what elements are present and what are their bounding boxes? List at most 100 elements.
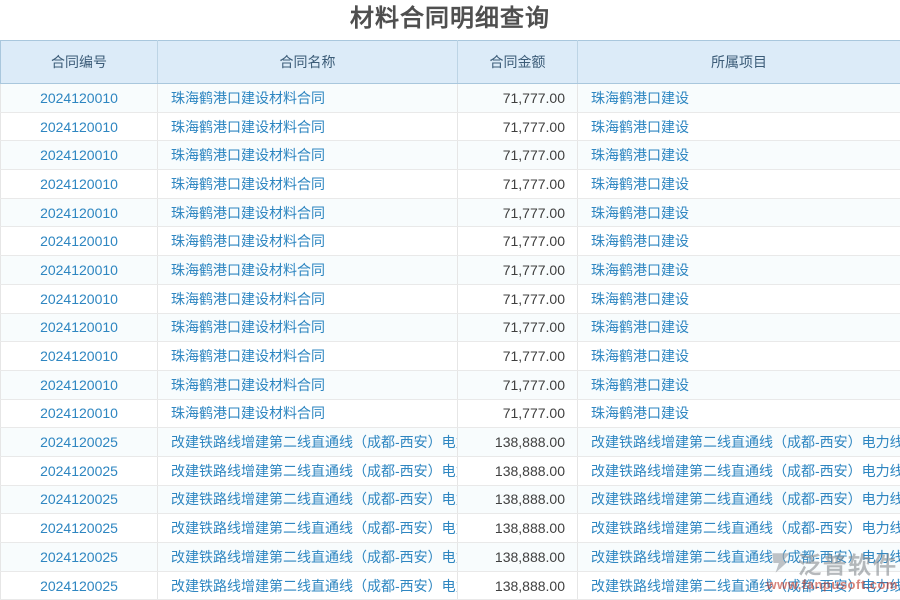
- contract-amount-cell: 71,777.00: [457, 313, 578, 343]
- project-link[interactable]: 珠海鹤港口建设: [591, 319, 689, 336]
- contract-name-link[interactable]: 改建铁路线增建第二线直通线（成都-西安）电力线: [171, 491, 458, 508]
- contract-amount-cell: 71,777.00: [457, 399, 578, 429]
- project-link[interactable]: 珠海鹤港口建设: [591, 147, 689, 164]
- contract-id-cell: 2024120010: [0, 112, 158, 142]
- contract-name-link[interactable]: 珠海鹤港口建设材料合同: [171, 376, 325, 393]
- project-cell: 珠海鹤港口建设: [577, 399, 900, 429]
- contract-name-cell: 改建铁路线增建第二线直通线（成都-西安）电力线: [157, 456, 458, 486]
- contract-name-cell: 珠海鹤港口建设材料合同: [157, 313, 458, 343]
- column-header-project: 所属项目: [577, 40, 900, 84]
- table-row: 2024120025 改建铁路线增建第二线直通线（成都-西安）电力线 138,8…: [0, 542, 900, 572]
- contract-name-link[interactable]: 改建铁路线增建第二线直通线（成都-西安）电力线: [171, 462, 458, 479]
- contract-id-link[interactable]: 2024120010: [40, 204, 118, 221]
- contract-id-link[interactable]: 2024120010: [40, 348, 118, 365]
- contract-id-cell: 2024120025: [0, 513, 158, 543]
- contract-name-link[interactable]: 改建铁路线增建第二线直通线（成都-西安）电力线: [171, 548, 458, 565]
- table-row: 2024120010 珠海鹤港口建设材料合同 71,777.00 珠海鹤港口建设: [0, 255, 900, 285]
- project-cell: 珠海鹤港口建设: [577, 169, 900, 199]
- contract-name-link[interactable]: 改建铁路线增建第二线直通线（成都-西安）电力线: [171, 434, 458, 451]
- table-row: 2024120025 改建铁路线增建第二线直通线（成都-西安）电力线 138,8…: [0, 456, 900, 486]
- contract-id-link[interactable]: 2024120025: [40, 520, 118, 537]
- contract-name-link[interactable]: 珠海鹤港口建设材料合同: [171, 118, 325, 135]
- table-row: 2024120025 改建铁路线增建第二线直通线（成都-西安）电力线 138,8…: [0, 513, 900, 543]
- contract-id-link[interactable]: 2024120010: [40, 261, 118, 278]
- contract-name-cell: 珠海鹤港口建设材料合同: [157, 255, 458, 285]
- contract-name-link[interactable]: 珠海鹤港口建设材料合同: [171, 405, 325, 422]
- project-cell: 改建铁路线增建第二线直通线（成都-西安）电力线路迁: [577, 485, 900, 515]
- contract-id-link[interactable]: 2024120010: [40, 290, 118, 307]
- project-cell: 珠海鹤港口建设: [577, 112, 900, 142]
- project-link[interactable]: 珠海鹤港口建设: [591, 376, 689, 393]
- project-link[interactable]: 珠海鹤港口建设: [591, 290, 689, 307]
- contract-name-link[interactable]: 珠海鹤港口建设材料合同: [171, 204, 325, 221]
- contract-id-link[interactable]: 2024120010: [40, 376, 118, 393]
- project-link[interactable]: 珠海鹤港口建设: [591, 175, 689, 192]
- contract-id-link[interactable]: 2024120025: [40, 577, 118, 594]
- contract-id-link[interactable]: 2024120010: [40, 89, 118, 106]
- contract-id-link[interactable]: 2024120025: [40, 462, 118, 479]
- project-link[interactable]: 改建铁路线增建第二线直通线（成都-西安）电力线路迁: [591, 462, 900, 479]
- contract-id-cell: 2024120010: [0, 255, 158, 285]
- column-header-contract-name: 合同名称: [157, 40, 458, 84]
- contract-id-cell: 2024120010: [0, 226, 158, 257]
- contract-name-link[interactable]: 珠海鹤港口建设材料合同: [171, 233, 325, 250]
- contract-id-cell: 2024120025: [0, 485, 158, 515]
- project-link[interactable]: 改建铁路线增建第二线直通线（成都-西安）电力线路迁: [591, 434, 900, 451]
- table-row: 2024120010 珠海鹤港口建设材料合同 71,777.00 珠海鹤港口建设: [0, 341, 900, 371]
- contract-id-link[interactable]: 2024120010: [40, 118, 118, 135]
- contract-table: 合同编号 合同名称 合同金额 所属项目 2024120010 珠海鹤港口建设材料…: [0, 40, 900, 600]
- contract-name-link[interactable]: 改建铁路线增建第二线直通线（成都-西安）电力线: [171, 577, 458, 594]
- contract-name-cell: 珠海鹤港口建设材料合同: [157, 284, 458, 314]
- project-link[interactable]: 改建铁路线增建第二线直通线（成都-西安）电力线路迁: [591, 548, 900, 565]
- contract-id-link[interactable]: 2024120025: [40, 548, 118, 565]
- contract-name-cell: 珠海鹤港口建设材料合同: [157, 169, 458, 199]
- project-link[interactable]: 珠海鹤港口建设: [591, 233, 689, 250]
- contract-name-cell: 珠海鹤港口建设材料合同: [157, 83, 458, 113]
- project-cell: 珠海鹤港口建设: [577, 313, 900, 343]
- contract-id-link[interactable]: 2024120010: [40, 319, 118, 336]
- contract-id-link[interactable]: 2024120025: [40, 434, 118, 451]
- contract-amount-cell: 138,888.00: [457, 485, 578, 515]
- contract-name-link[interactable]: 珠海鹤港口建设材料合同: [171, 348, 325, 365]
- contract-name-link[interactable]: 珠海鹤港口建设材料合同: [171, 290, 325, 307]
- contract-name-cell: 改建铁路线增建第二线直通线（成都-西安）电力线: [157, 427, 458, 457]
- contract-name-cell: 珠海鹤港口建设材料合同: [157, 370, 458, 400]
- project-cell: 珠海鹤港口建设: [577, 83, 900, 113]
- project-link[interactable]: 改建铁路线增建第二线直通线（成都-西安）电力线路迁: [591, 577, 900, 594]
- contract-amount-cell: 71,777.00: [457, 284, 578, 314]
- project-link[interactable]: 改建铁路线增建第二线直通线（成都-西安）电力线路迁: [591, 520, 900, 537]
- project-cell: 珠海鹤港口建设: [577, 255, 900, 285]
- contract-name-cell: 珠海鹤港口建设材料合同: [157, 140, 458, 171]
- contract-name-link[interactable]: 珠海鹤港口建设材料合同: [171, 319, 325, 336]
- contract-name-link[interactable]: 珠海鹤港口建设材料合同: [171, 147, 325, 164]
- contract-id-link[interactable]: 2024120010: [40, 147, 118, 164]
- contract-id-link[interactable]: 2024120025: [40, 491, 118, 508]
- contract-name-link[interactable]: 珠海鹤港口建设材料合同: [171, 261, 325, 278]
- contract-name-link[interactable]: 改建铁路线增建第二线直通线（成都-西安）电力线: [171, 520, 458, 537]
- contract-amount-cell: 71,777.00: [457, 341, 578, 371]
- project-link[interactable]: 改建铁路线增建第二线直通线（成都-西安）电力线路迁: [591, 491, 900, 508]
- project-link[interactable]: 珠海鹤港口建设: [591, 118, 689, 135]
- table-row: 2024120010 珠海鹤港口建设材料合同 71,777.00 珠海鹤港口建设: [0, 370, 900, 400]
- project-link[interactable]: 珠海鹤港口建设: [591, 348, 689, 365]
- contract-id-cell: 2024120025: [0, 456, 158, 486]
- column-header-contract-id: 合同编号: [0, 40, 158, 84]
- contract-id-link[interactable]: 2024120010: [40, 405, 118, 422]
- contract-amount-cell: 138,888.00: [457, 456, 578, 486]
- contract-name-link[interactable]: 珠海鹤港口建设材料合同: [171, 89, 325, 106]
- contract-amount-cell: 71,777.00: [457, 198, 578, 228]
- project-cell: 珠海鹤港口建设: [577, 226, 900, 257]
- contract-id-link[interactable]: 2024120010: [40, 175, 118, 192]
- project-link[interactable]: 珠海鹤港口建设: [591, 261, 689, 278]
- table-row: 2024120010 珠海鹤港口建设材料合同 71,777.00 珠海鹤港口建设: [0, 198, 900, 228]
- project-link[interactable]: 珠海鹤港口建设: [591, 89, 689, 106]
- contract-name-link[interactable]: 珠海鹤港口建设材料合同: [171, 175, 325, 192]
- table-row: 2024120010 珠海鹤港口建设材料合同 71,777.00 珠海鹤港口建设: [0, 399, 900, 429]
- project-cell: 改建铁路线增建第二线直通线（成都-西安）电力线路迁: [577, 571, 900, 600]
- contract-id-cell: 2024120010: [0, 83, 158, 113]
- contract-amount-cell: 138,888.00: [457, 571, 578, 600]
- contract-id-link[interactable]: 2024120010: [40, 233, 118, 250]
- project-link[interactable]: 珠海鹤港口建设: [591, 204, 689, 221]
- project-link[interactable]: 珠海鹤港口建设: [591, 405, 689, 422]
- contract-name-cell: 改建铁路线增建第二线直通线（成都-西安）电力线: [157, 485, 458, 515]
